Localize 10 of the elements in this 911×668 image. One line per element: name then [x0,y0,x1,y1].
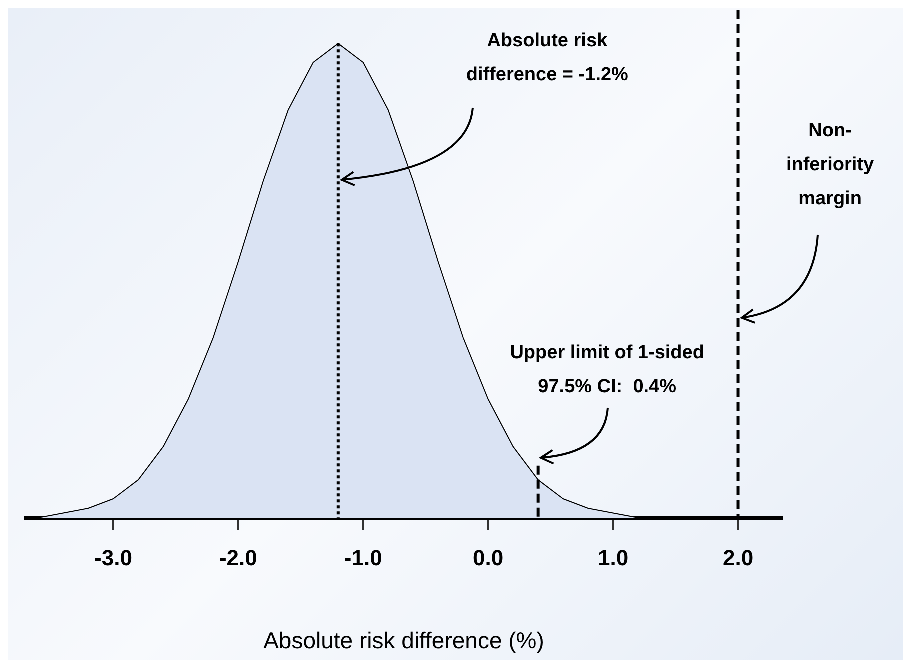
x-tick-label: 1.0 [598,545,629,570]
ref-line-label: Upper limit of 1-sided 97.5% CI: 0.4% [510,342,704,398]
ref-line-label: Absolute risk difference = -1.2% [466,30,629,86]
x-tick-label: 0.0 [473,545,504,570]
x-tick-label: 2.0 [722,545,754,570]
x-tick-label: -2.0 [219,545,258,570]
x-tick-label: -1.0 [344,545,382,570]
x-axis-title: Absolute risk difference (%) [264,628,544,654]
x-tick-label: -3.0 [94,545,132,570]
ref-line-label: Non- inferiority margin [786,120,875,210]
